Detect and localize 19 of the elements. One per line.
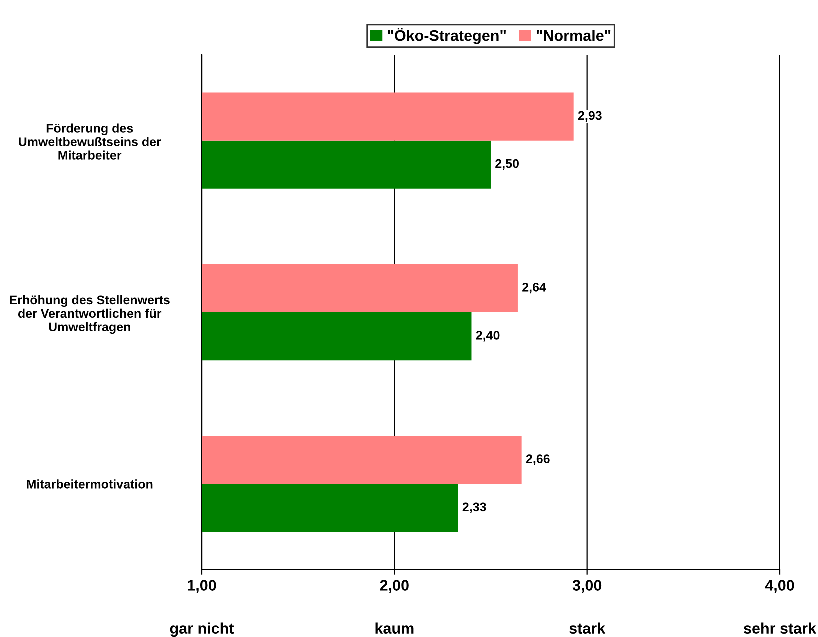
text: kaum <box>376 622 414 634</box>
legend-label: "Normale" <box>536 30 611 42</box>
y-tick-label: Mitarbeitermotivation <box>27 480 153 489</box>
y-tick-label: Erhöhung des Stellenwerts der Verantwortlichen für Umweltfragen <box>10 295 170 334</box>
x-tick-label: 3,00 <box>572 580 602 594</box>
data-label: 2,40 <box>476 331 500 342</box>
x-tick-label: 1,00 <box>188 580 216 594</box>
data-label: 2,64 <box>522 282 546 294</box>
data-label: 2,50 <box>496 159 519 170</box>
text: stark <box>570 622 606 634</box>
x-tick-label: 2,00 <box>380 580 409 594</box>
data-label: 2,33 <box>462 502 486 514</box>
data-label: 2,93 <box>578 111 602 122</box>
text: sehr stark <box>744 622 817 634</box>
legend-label: "Öko-Strategen" <box>388 28 506 44</box>
text: gar nicht <box>170 622 234 637</box>
y-tick-label: Förderung des Umweltbewußtseins der Mitarbeiter <box>19 124 162 160</box>
data-label: 2,66 <box>526 454 550 466</box>
x-tick-label: 4,00 <box>765 580 794 594</box>
